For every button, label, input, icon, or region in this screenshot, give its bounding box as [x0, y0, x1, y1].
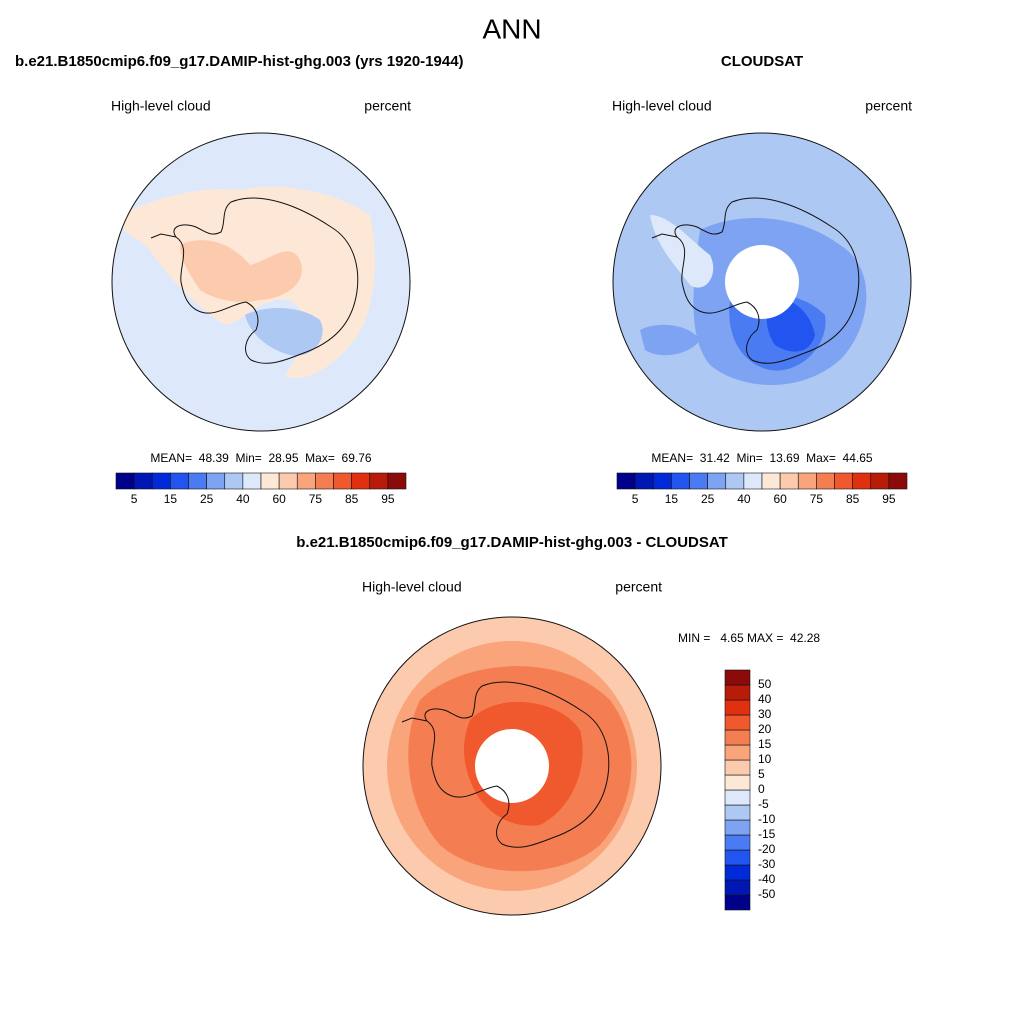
colorbar-box	[333, 472, 352, 490]
colorbar-label: 25	[701, 492, 715, 506]
colorbar-box	[724, 834, 751, 851]
colorbar-box	[724, 684, 751, 701]
variable: High-level cloud	[111, 98, 211, 114]
colorbar-label: 10	[758, 752, 772, 766]
stats: MIN = 4.65 MAX = 42.28	[678, 631, 820, 645]
colorbar-box	[724, 714, 751, 731]
colorbar-box	[724, 864, 751, 881]
colorbar-label: 5	[758, 767, 765, 781]
colorbar-label: 95	[882, 492, 896, 506]
colorbar-box	[151, 472, 171, 490]
colorbar-box	[852, 472, 872, 490]
map	[613, 133, 911, 431]
colorbar-box	[724, 744, 751, 761]
colorbar-box	[188, 472, 207, 490]
colorbar-label: -20	[758, 842, 776, 856]
units: percent	[615, 579, 662, 595]
map-border	[111, 132, 411, 432]
colorbar-label: 40	[758, 692, 772, 706]
colorbar-label: 0	[758, 782, 765, 796]
colorbar-box	[351, 472, 371, 490]
colorbar-box	[724, 759, 751, 776]
colorbar-box	[206, 472, 226, 490]
colorbar-box	[170, 472, 189, 490]
panel-title: b.e21.B1850cmip6.f09_g17.DAMIP-hist-ghg.…	[296, 534, 728, 551]
colorbar-box	[724, 849, 751, 866]
units: percent	[865, 98, 912, 114]
colorbar-label: 85	[846, 492, 860, 506]
panel-title: CLOUDSAT	[721, 53, 803, 70]
colorbar-box	[724, 894, 751, 911]
colorbar-box	[634, 472, 654, 490]
units: percent	[364, 98, 411, 114]
colorbar-box	[652, 472, 672, 490]
colorbar-label: -15	[758, 827, 776, 841]
figure-title: ANN	[482, 13, 541, 44]
colorbar-label: 5	[131, 492, 138, 506]
stats: MEAN= 31.42 Min= 13.69 Max= 44.65	[651, 451, 872, 465]
colorbar-label: 5	[632, 492, 639, 506]
colorbar-label: -10	[758, 812, 776, 826]
colorbar-box	[761, 472, 781, 490]
colorbar-label: 15	[665, 492, 679, 506]
colorbar-label: 50	[758, 677, 772, 691]
colorbar-label: 25	[200, 492, 214, 506]
map	[363, 617, 661, 915]
colorbar-label: -5	[758, 797, 769, 811]
colorbar-box	[242, 472, 262, 490]
colorbar-label: 95	[381, 492, 395, 506]
colorbar-box	[834, 472, 853, 490]
colorbar-label: 60	[272, 492, 286, 506]
colorbar-box	[369, 472, 389, 490]
colorbar-box	[133, 472, 153, 490]
colorbar-box	[724, 804, 751, 821]
colorbar-label: 15	[164, 492, 178, 506]
colorbar-box	[689, 472, 708, 490]
colorbar-box	[616, 472, 636, 490]
colorbar-box	[816, 472, 835, 490]
colorbar-box	[387, 472, 407, 490]
colorbar-label: -40	[758, 872, 776, 886]
colorbar-box	[707, 472, 727, 490]
colorbar-label: 15	[758, 737, 772, 751]
colorbar-box	[724, 879, 751, 896]
colorbar-label: 40	[236, 492, 250, 506]
map	[112, 133, 410, 431]
colorbar-box	[724, 819, 751, 836]
colorbar-label: 60	[773, 492, 787, 506]
colorbar-box	[779, 472, 799, 490]
map-border	[612, 132, 912, 432]
colorbar-box	[724, 729, 751, 746]
colorbar-box	[315, 472, 334, 490]
colorbar-box	[724, 789, 751, 806]
stats: MEAN= 48.39 Min= 28.95 Max= 69.76	[150, 451, 371, 465]
variable: High-level cloud	[612, 98, 712, 114]
colorbar-label: -50	[758, 887, 776, 901]
colorbar-box	[870, 472, 890, 490]
map-border	[362, 616, 662, 916]
colorbar-label: 85	[345, 492, 359, 506]
colorbar-box	[260, 472, 280, 490]
colorbar-box	[724, 669, 751, 686]
colorbar-box	[725, 472, 745, 490]
colorbar-box	[224, 472, 244, 490]
colorbar-box	[724, 774, 751, 791]
colorbar-box	[743, 472, 763, 490]
colorbar-label: -30	[758, 857, 776, 871]
colorbar-box	[671, 472, 690, 490]
variable: High-level cloud	[362, 579, 462, 595]
colorbar-label: 30	[758, 707, 772, 721]
colorbar-label: 40	[737, 492, 751, 506]
colorbar-box	[797, 472, 817, 490]
colorbar-box	[296, 472, 316, 490]
colorbar-label: 75	[810, 492, 824, 506]
colorbar-label: 20	[758, 722, 772, 736]
colorbar-box	[115, 472, 135, 490]
colorbar-label: 75	[309, 492, 323, 506]
colorbar-box	[888, 472, 908, 490]
panel-title: b.e21.B1850cmip6.f09_g17.DAMIP-hist-ghg.…	[15, 53, 464, 70]
colorbar-box	[724, 699, 751, 716]
colorbar-box	[278, 472, 298, 490]
